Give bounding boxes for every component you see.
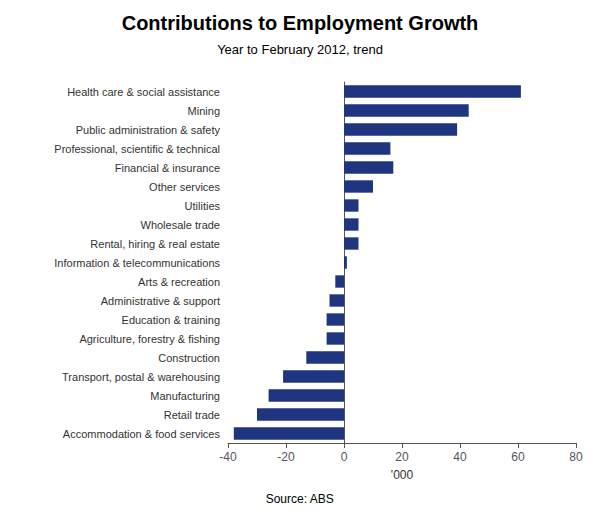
- svg-text:Construction: Construction: [158, 352, 220, 364]
- svg-text:Contributions to Employment Gr: Contributions to Employment Growth: [122, 12, 479, 34]
- svg-text:Arts & recreation: Arts & recreation: [138, 276, 220, 288]
- svg-text:Administrative & support: Administrative & support: [101, 295, 220, 307]
- svg-text:Wholesale trade: Wholesale trade: [141, 219, 221, 231]
- svg-text:Mining: Mining: [188, 105, 220, 117]
- svg-text:-40: -40: [219, 450, 237, 464]
- svg-text:Education & training: Education & training: [122, 314, 220, 326]
- svg-text:Information & telecommunicatio: Information & telecommunications: [54, 257, 220, 269]
- svg-text:Public administration & safety: Public administration & safety: [76, 124, 221, 136]
- svg-text:Retail trade: Retail trade: [164, 409, 220, 421]
- svg-text:Rental, hiring & real estate: Rental, hiring & real estate: [90, 238, 220, 250]
- svg-text:Source: ABS: Source: ABS: [266, 492, 334, 506]
- svg-text:80: 80: [569, 450, 583, 464]
- svg-text:Health care & social assistanc: Health care & social assistance: [67, 86, 220, 98]
- svg-text:60: 60: [511, 450, 525, 464]
- svg-text:Transport, postal & warehousin: Transport, postal & warehousing: [62, 371, 220, 383]
- svg-text:0: 0: [341, 450, 348, 464]
- svg-text:Manufacturing: Manufacturing: [150, 390, 220, 402]
- svg-text:Utilities: Utilities: [185, 200, 221, 212]
- svg-text:Professional, scientific & tec: Professional, scientific & technical: [54, 143, 220, 155]
- svg-text:Accommodation & food services: Accommodation & food services: [63, 428, 221, 440]
- svg-text:'000: '000: [391, 468, 414, 482]
- svg-text:Agriculture, forestry & fishin: Agriculture, forestry & fishing: [79, 333, 220, 345]
- svg-text:Financial & insurance: Financial & insurance: [115, 162, 220, 174]
- svg-text:20: 20: [395, 450, 409, 464]
- svg-text:Other services: Other services: [149, 181, 220, 193]
- svg-text:-20: -20: [277, 450, 295, 464]
- svg-text:40: 40: [453, 450, 467, 464]
- svg-text:Year to February 2012, trend: Year to February 2012, trend: [217, 42, 383, 57]
